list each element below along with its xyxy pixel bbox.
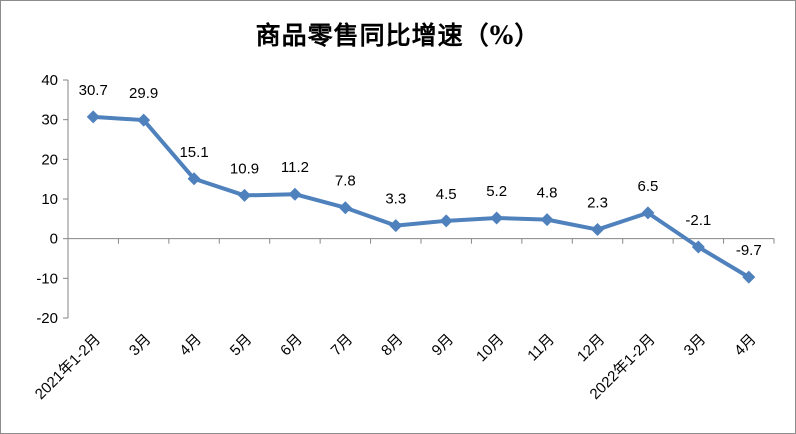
data-label: 15.1 xyxy=(179,144,208,161)
data-point xyxy=(641,206,655,220)
x-tick-label: 3月 xyxy=(126,331,155,360)
data-point xyxy=(238,188,251,202)
data-label: 11.2 xyxy=(281,159,309,176)
data-label: 4.5 xyxy=(436,186,457,203)
x-tick-label: 6月 xyxy=(277,331,306,360)
data-label: 6.5 xyxy=(637,178,658,195)
data-point xyxy=(540,213,554,227)
data-label: -9.7 xyxy=(736,242,762,259)
data-point xyxy=(591,223,604,237)
x-tick-label: 2021年1-2月 xyxy=(32,331,104,403)
y-tick-label: -10 xyxy=(36,270,58,287)
data-label: 3.3 xyxy=(385,191,406,208)
y-tick-label: 10 xyxy=(41,191,58,208)
data-point xyxy=(288,187,302,201)
x-tick-label: 4月 xyxy=(176,331,205,360)
x-tick-label: 5月 xyxy=(227,331,256,360)
x-tick-label: 4月 xyxy=(731,331,760,360)
data-point xyxy=(187,172,201,186)
series xyxy=(86,110,756,284)
data-point xyxy=(338,201,352,215)
data-label: 10.9 xyxy=(230,160,259,177)
x-tick-label: 11月 xyxy=(524,331,558,365)
x-tick-label: 10月 xyxy=(473,331,507,365)
x-tick-label: 8月 xyxy=(378,331,407,360)
data-label: 2.3 xyxy=(587,195,608,212)
data-point xyxy=(742,270,756,284)
y-tick-label: 20 xyxy=(41,151,58,168)
x-tick-label: 3月 xyxy=(681,331,710,360)
x-tick-label: 12月 xyxy=(574,331,608,365)
data-point xyxy=(439,214,453,228)
x-tick-label: 7月 xyxy=(328,331,357,360)
data-point xyxy=(691,240,705,254)
y-axis-ticks: 40 30 20 10 0 -10 -20 xyxy=(36,72,68,327)
x-axis-ticks: 2021年1-2月 3月 4月 5月 6月 7月 8月 9月 10月 11月 12月2022年1-2… xyxy=(32,238,775,403)
data-label: 5.2 xyxy=(486,183,507,200)
data-labels: 30.7 29.9 15.1 10.9 11.2 7.8 3.3 4.5 5.2 4.8 2.3 6.… xyxy=(79,82,762,259)
data-label: 4.8 xyxy=(537,185,558,202)
y-tick-label: 40 xyxy=(41,72,58,89)
y-tick-label: -20 xyxy=(36,310,58,327)
data-point xyxy=(86,110,100,124)
data-label: 29.9 xyxy=(129,85,158,102)
chart-title: 商品零售同比增速（%） xyxy=(255,21,541,50)
axes xyxy=(67,80,774,318)
x-tick-label: 9月 xyxy=(429,331,458,360)
series-line xyxy=(93,114,750,279)
data-point xyxy=(389,219,403,233)
y-tick-label: 0 xyxy=(50,231,58,248)
data-label: -2.1 xyxy=(685,212,711,229)
data-point xyxy=(137,113,151,127)
y-tick-label: 30 xyxy=(41,112,58,129)
data-point xyxy=(490,211,504,225)
data-label: 30.7 xyxy=(79,82,108,99)
data-label: 7.8 xyxy=(335,173,356,190)
